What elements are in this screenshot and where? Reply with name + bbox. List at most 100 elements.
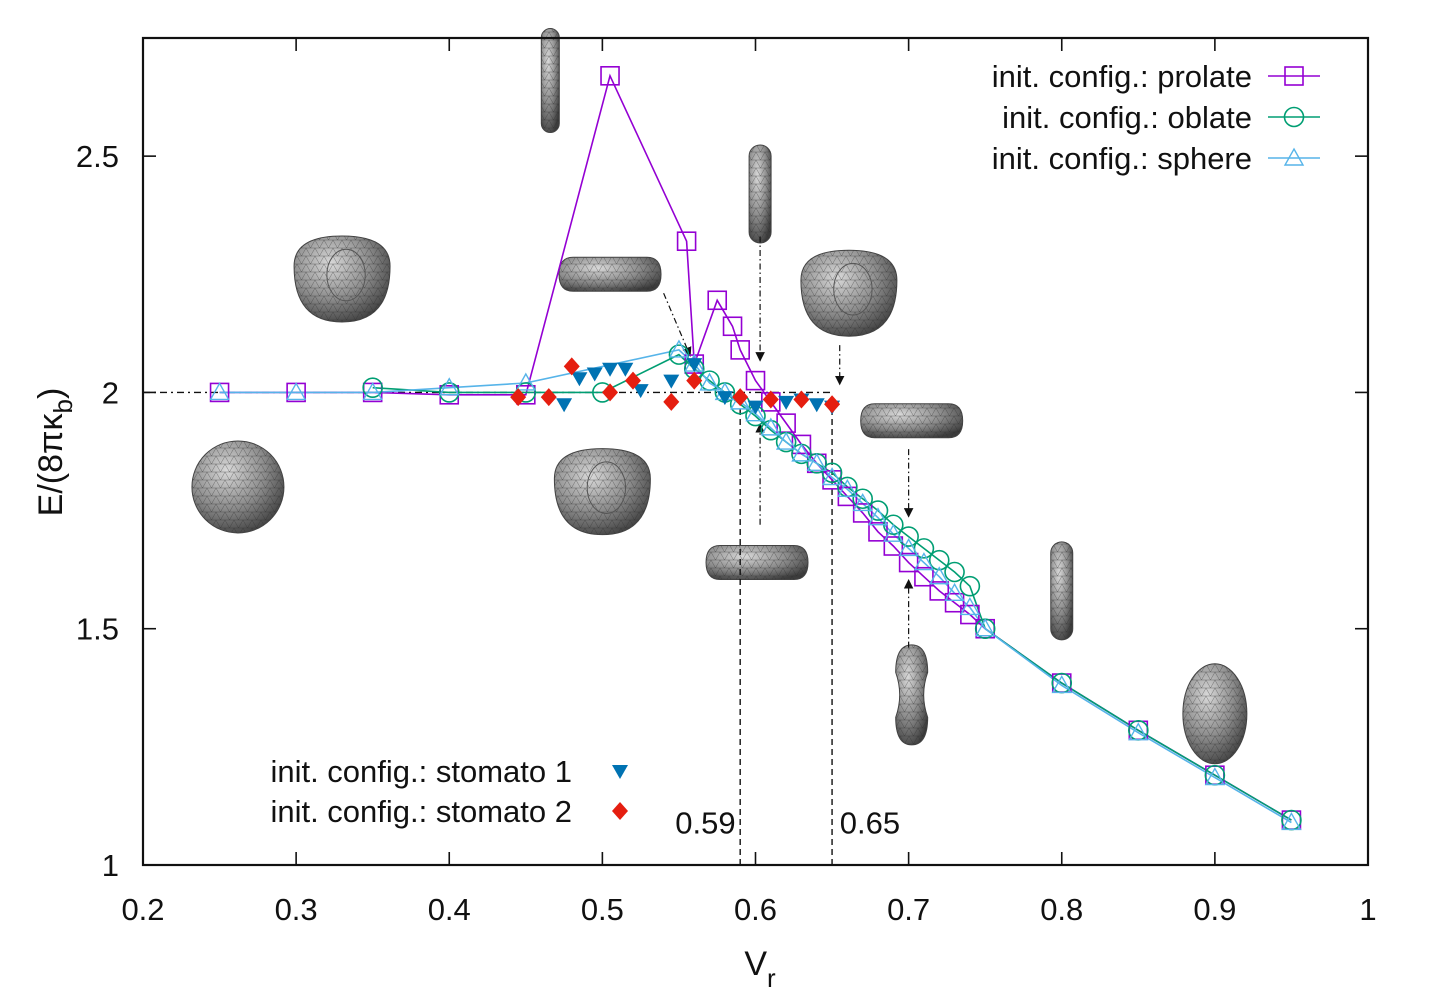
prolate-shape-inset	[748, 144, 772, 244]
sphere-point	[806, 452, 827, 472]
legend-label: init. config.: stomato 2	[270, 794, 572, 829]
sphere-point	[760, 417, 782, 436]
shape-insets	[191, 28, 1248, 765]
stomato2-point	[663, 392, 680, 411]
sphere-point	[929, 566, 950, 585]
stomatocyte-shape-inset	[553, 448, 651, 536]
stomato2-point	[602, 383, 619, 402]
reduced-volume-annotation: 0.59	[675, 805, 735, 840]
discocyte-shape-inset	[860, 403, 964, 439]
sphere-point	[898, 537, 919, 557]
legend-entry-sphere: init. config.: sphere	[992, 141, 1320, 176]
stomato2-point	[793, 390, 810, 409]
stomato2-series-points	[510, 357, 841, 414]
x-tick-label: 0.4	[428, 892, 471, 927]
x-tick-label: 0.9	[1193, 892, 1236, 927]
sphere-point	[883, 523, 904, 542]
oblate-point	[438, 382, 460, 403]
legend-marker	[1283, 106, 1305, 128]
x-tick-label: 0.7	[887, 892, 930, 927]
sphere-point	[285, 382, 307, 401]
stomato1-point	[571, 372, 588, 387]
oblate-point	[944, 561, 965, 583]
x-tick-label: 0.2	[121, 892, 164, 927]
legend-entry-prolate: init. config.: prolate	[992, 59, 1320, 94]
legend-label: init. config.: prolate	[992, 59, 1252, 94]
sphere-point	[745, 403, 766, 422]
stomato1-point	[556, 398, 573, 413]
stomato2-point	[686, 371, 703, 390]
sphere-point	[668, 339, 690, 358]
oblate-point	[362, 377, 383, 399]
x-tick-label: 0.5	[581, 892, 624, 927]
stomato2-point	[510, 388, 527, 407]
legend-marker	[612, 765, 628, 779]
y-tick-label: 2.5	[76, 139, 119, 174]
prolate-point	[898, 552, 919, 573]
sphere-shape-inset	[191, 440, 285, 534]
sphere-point	[959, 597, 981, 616]
stomato2-point	[762, 390, 779, 409]
reduced-volume-annotation: 0.65	[840, 805, 900, 840]
legend-marker	[1283, 147, 1305, 166]
x-tick-label: 0.3	[275, 892, 318, 927]
dumbbell-shape-inset	[895, 644, 929, 746]
sphere-point	[821, 467, 843, 486]
stomato1-point	[586, 367, 603, 382]
inset-arrow	[663, 292, 692, 357]
sphere-point	[913, 552, 935, 571]
sphere-point	[791, 443, 812, 462]
prolate-point	[914, 566, 934, 587]
sphere-point	[699, 372, 720, 391]
oblate-point	[959, 575, 981, 597]
x-tick-label: 0.8	[1040, 892, 1083, 927]
oblate-point	[760, 419, 782, 441]
legend-entry-stomato1: init. config.: stomato 1	[270, 754, 628, 789]
ellipsoid-shape-inset	[1182, 663, 1248, 765]
x-tick-label: 0.6	[734, 892, 777, 927]
axes: 0.2 0.3 0.4 0.5 0.6 0.7 0.8 0.9 1 1 1.5 2 2.5 Vr E/(8π…	[32, 36, 1377, 993]
stomato2-point	[625, 371, 641, 390]
series-points	[209, 66, 1302, 831]
oblate-point	[928, 549, 950, 571]
discocyte-shape-inset	[705, 545, 809, 581]
stomato1-point	[617, 362, 634, 377]
prolate-point	[929, 581, 950, 601]
sphere-series-points	[209, 339, 1302, 831]
y-axis-label: E/(8πκb)	[32, 388, 78, 517]
stomato2-point	[540, 388, 557, 407]
stomato1-point	[778, 395, 795, 410]
legend-label: init. config.: oblate	[1002, 100, 1252, 135]
prolate-point	[883, 536, 904, 556]
sphere-point	[837, 478, 858, 498]
inset-arrows	[663, 236, 914, 648]
sphere-point	[1281, 812, 1302, 831]
sphere-point	[974, 618, 996, 637]
stomato2-point	[563, 357, 580, 376]
y-tick-label: 1	[102, 848, 119, 883]
sphere-point	[1128, 722, 1149, 741]
stomato1-point	[686, 358, 703, 373]
long-prolate-shape-inset	[540, 28, 560, 134]
sphere-point	[362, 382, 383, 401]
sphere-point	[775, 431, 797, 450]
legend-entry-oblate: init. config.: oblate	[1002, 100, 1320, 135]
discocyte-shape-inset	[558, 256, 662, 292]
sphere-point	[515, 372, 537, 391]
legends: init. config.: prolate init. config.: obl…	[270, 59, 1320, 829]
prolate-point	[852, 503, 873, 523]
oblate-point	[821, 462, 843, 484]
legend-label: init. config.: sphere	[992, 141, 1252, 176]
prolate-point	[676, 231, 697, 252]
prolate-point	[944, 592, 965, 613]
oblate-point	[668, 344, 690, 365]
stomato1-point	[632, 384, 649, 399]
legend-marker	[612, 802, 628, 820]
stomato1-point	[602, 362, 619, 377]
sphere-point	[1051, 674, 1072, 694]
stomato2-point	[824, 395, 841, 414]
prolate-point	[722, 316, 743, 337]
prolate-point	[707, 290, 728, 311]
